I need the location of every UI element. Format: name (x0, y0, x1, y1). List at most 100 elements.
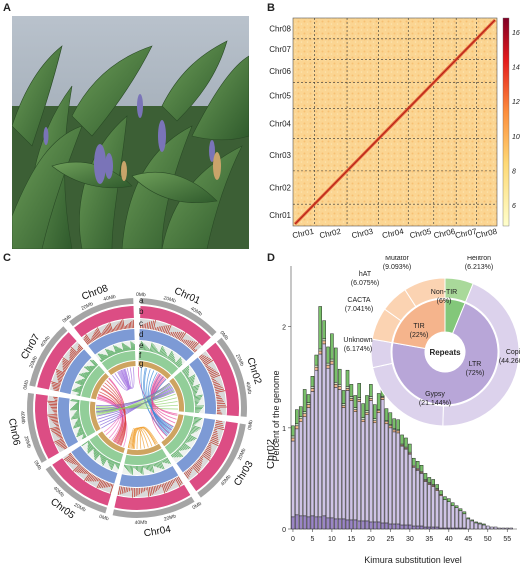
circos-bar (190, 383, 194, 386)
circos-track-segment (169, 377, 185, 412)
donut-outer-label: CACTA (347, 297, 371, 304)
circos-bar (185, 375, 189, 378)
circos-bar (163, 351, 167, 357)
circos-bar (83, 433, 86, 436)
diagonal-core (294, 19, 496, 225)
circos-bar (93, 476, 97, 482)
stacked-bar-segment (365, 412, 369, 415)
circos-bar (184, 339, 188, 344)
stacked-bar-segment (337, 386, 342, 390)
circos-tick-label: 20Mb (234, 353, 245, 367)
circos-track-segment (124, 448, 167, 465)
circos-bar (193, 418, 202, 421)
circos-bar (216, 401, 224, 403)
stacked-bar-segment (482, 524, 486, 530)
stacked-bar-segment (373, 418, 377, 421)
circos-bar (170, 454, 174, 458)
circos-bar (69, 353, 75, 359)
track-letter: b (139, 307, 144, 316)
stacked-bar-segment (431, 526, 435, 530)
synteny-link (149, 372, 172, 431)
circos-bar (128, 465, 130, 472)
stacked-bar-segment (302, 411, 307, 414)
circos-bar (119, 321, 123, 330)
donut-inner-label: LTR (469, 361, 482, 368)
stacked-bar-segment (373, 420, 377, 424)
stacked-bar-segment (462, 511, 467, 515)
circos-bar (183, 441, 186, 444)
circos-bar (164, 325, 168, 333)
circos-bar (175, 358, 182, 366)
circos-bar (191, 426, 200, 430)
circos-bar (178, 363, 183, 368)
circos-bar (177, 449, 180, 452)
synteny-link (96, 383, 171, 416)
stacked-bar-segment (361, 403, 365, 418)
circos-bar (201, 356, 209, 362)
circos-bar (215, 390, 226, 393)
circos-tick-label: 20Mb (163, 295, 177, 304)
circos-bar (160, 348, 165, 356)
circos-bar (186, 470, 191, 476)
circos-bar (83, 372, 89, 377)
circos-bar (98, 480, 103, 489)
circos-bar (80, 373, 88, 379)
synteny-link (139, 426, 158, 449)
circos-bar (116, 325, 119, 331)
circos-bar (166, 356, 168, 359)
circos-bar (52, 420, 59, 423)
synteny-link (111, 369, 129, 391)
circos-bar (185, 438, 191, 442)
stacked-bar-segment (400, 445, 404, 526)
circos-bar (124, 464, 127, 468)
circos-bar (70, 417, 80, 420)
stacked-bar-segment (396, 523, 400, 530)
donut-outer-pct: (44.260%) (499, 358, 520, 365)
circos-bar (116, 462, 119, 467)
donut-inner-label: TIR (413, 323, 424, 330)
circos-bar (73, 460, 78, 465)
circos-bar (205, 365, 209, 368)
y-chr-label: Chr01 (269, 211, 291, 220)
circos-bar (73, 389, 82, 393)
circos-bar (141, 465, 144, 475)
stacked-bar-segment (330, 358, 334, 362)
circos-bar (157, 461, 162, 469)
circos-track-segment (139, 329, 195, 362)
circos-bar (83, 472, 91, 481)
circos-bar (75, 381, 84, 386)
donut-outer-label: Copia (506, 349, 520, 356)
stacked-bar-segment (380, 397, 385, 400)
circos-bar (167, 481, 171, 488)
track-letter: f (139, 351, 142, 360)
circos-bar (106, 349, 111, 357)
circos-bar (184, 371, 190, 376)
stacked-bar-segment (474, 521, 478, 524)
circos-track-segment (206, 342, 240, 417)
circos-bar (147, 347, 149, 352)
circos-bar (165, 324, 170, 334)
circos-bar (152, 463, 154, 466)
x-tick-label: 25 (386, 536, 394, 543)
circos-bar (74, 388, 82, 392)
circos-bar (186, 376, 189, 379)
circos-track-segment (79, 400, 96, 437)
donut-outer-pct: (6.213%) (465, 264, 493, 271)
circos-bar (56, 424, 59, 427)
stacked-bar-segment (373, 521, 377, 530)
circos-bar (194, 400, 200, 402)
circos-bar (79, 379, 85, 384)
circos-bar (110, 483, 113, 487)
circos-chr-label: Chr04 (143, 524, 172, 539)
circos-bar (92, 334, 97, 340)
x-tick-label: 55 (503, 536, 511, 543)
circos-bar (200, 355, 207, 361)
circos-bar (93, 449, 97, 453)
circos-bar (113, 345, 118, 354)
circos-track-segment (189, 357, 216, 415)
circos-bar (76, 420, 81, 422)
circos-bar (99, 453, 102, 456)
circos-bar (122, 319, 125, 330)
circos-bar (98, 478, 101, 482)
circos-bar (202, 357, 210, 363)
